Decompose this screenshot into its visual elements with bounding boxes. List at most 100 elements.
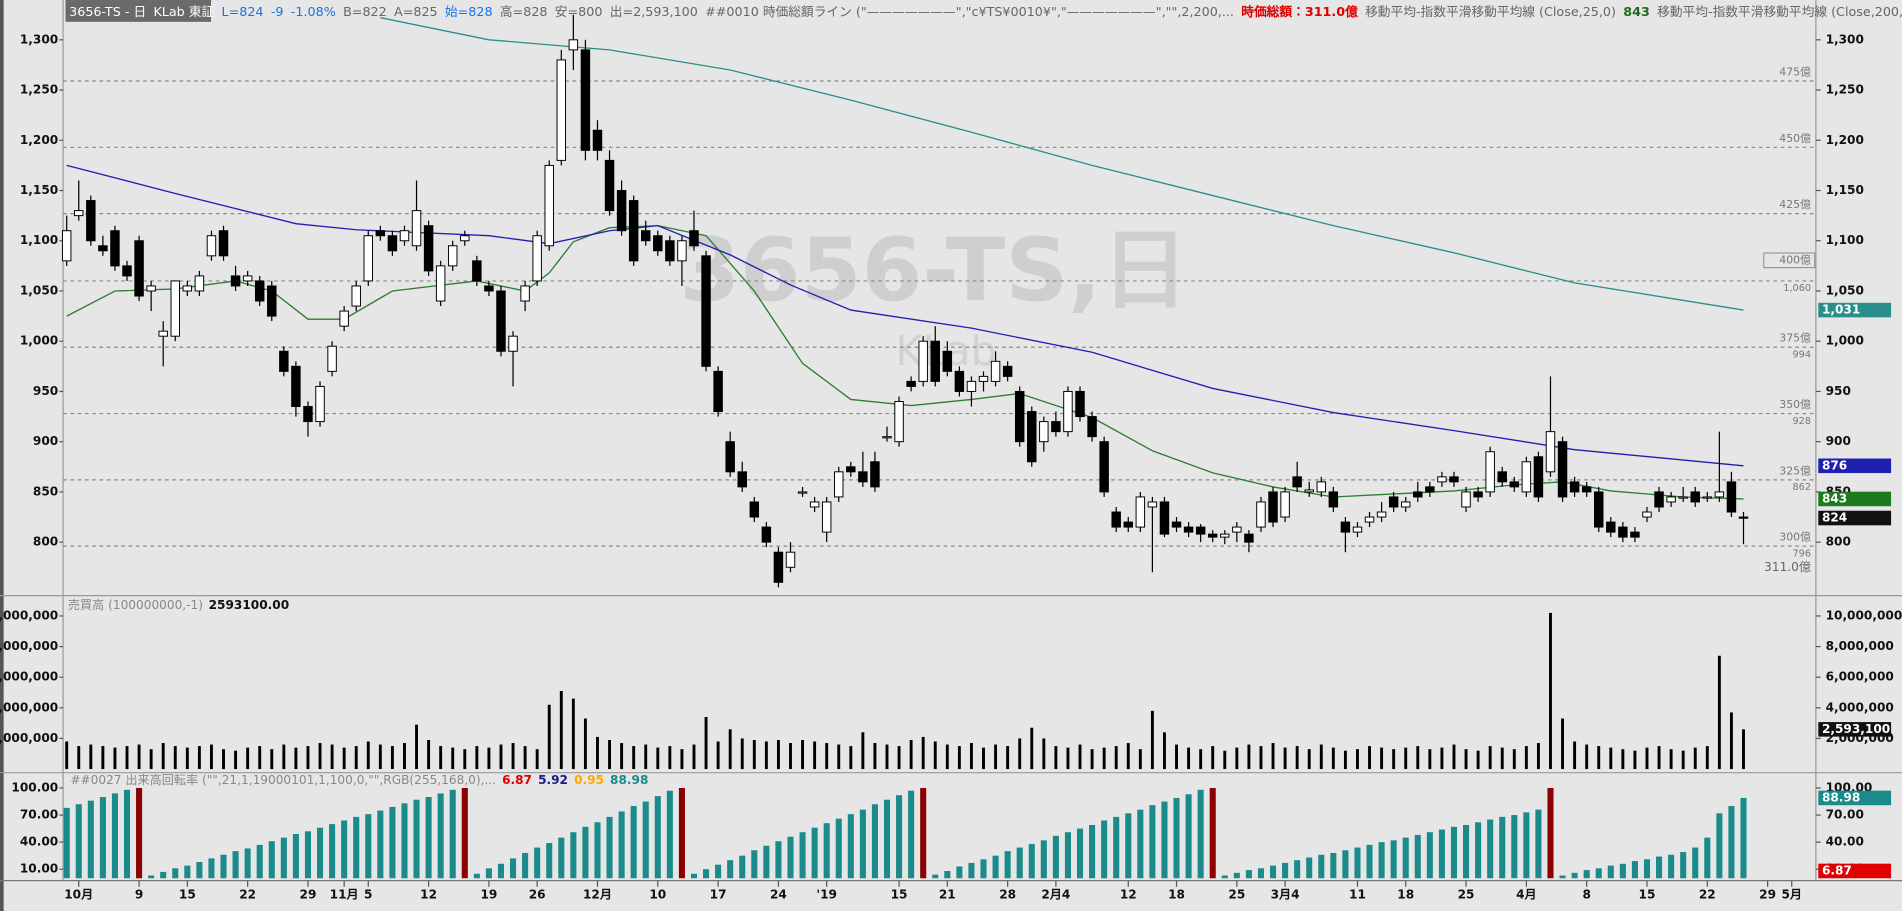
turnover-bar	[389, 806, 396, 879]
volume-bar	[813, 741, 817, 770]
y-tick-label: 950	[33, 384, 58, 398]
volume-bar	[921, 736, 925, 770]
turnover-bar	[1197, 789, 1204, 879]
ma75-last: 876	[1822, 458, 1847, 472]
x-tick-label: 17	[710, 888, 727, 902]
volume-bar	[1464, 749, 1468, 770]
turnover-bar	[1438, 829, 1445, 879]
turnover-bar	[1463, 824, 1470, 879]
turnover-bar	[1185, 794, 1192, 879]
candle-body	[1002, 365, 1013, 377]
turnover-bar	[123, 789, 131, 879]
turnover-bar	[172, 868, 179, 879]
volume-bar	[475, 746, 479, 770]
turnover-reset-bar	[1209, 787, 1216, 879]
volume-bar	[234, 750, 238, 770]
ma200-last: 1,031	[1822, 303, 1860, 317]
candle-body	[894, 401, 904, 443]
y-tick-label: 1,250	[20, 83, 58, 97]
x-tick-label: 8	[1582, 888, 1590, 902]
volume-bar	[1283, 747, 1287, 770]
candle-body	[834, 471, 844, 498]
volume-bar	[1247, 744, 1251, 770]
y-tick-label-right: 40.00	[1826, 835, 1864, 849]
turnover-bar	[1631, 861, 1638, 879]
volume-bar	[222, 749, 225, 770]
header-part: ##0010 時価総額ライン ("———————","c¥TS¥0010¥","…	[705, 5, 1234, 20]
header-part: 移動平均-指数平滑移動平均線 (Close,200,0)	[1657, 4, 1902, 20]
turnover-bar	[606, 816, 613, 879]
turnover-bar	[1040, 840, 1047, 879]
volume-bar	[77, 746, 81, 770]
candle-body	[1388, 496, 1399, 508]
volume-bar	[1126, 743, 1130, 770]
candle-body	[1437, 476, 1447, 483]
turnover-bar	[1450, 826, 1458, 879]
x-tick-label: 12	[420, 888, 437, 902]
turnover-bar	[1149, 805, 1156, 879]
volume-bar	[1163, 732, 1166, 770]
candle-body	[1075, 390, 1085, 418]
volume-bar	[1078, 744, 1082, 770]
candle-body	[1039, 421, 1049, 443]
candle-body	[375, 230, 386, 237]
candle-body	[303, 406, 313, 423]
y-tick-label: 2,000,000	[0, 731, 58, 745]
turnover-bar	[1089, 824, 1096, 879]
volume-bar	[1295, 746, 1299, 770]
turnover-bar	[811, 827, 818, 879]
header-part: B=822	[343, 5, 387, 20]
y-tick-label: 8,000,000	[0, 639, 58, 653]
y-tick-label: 800	[33, 535, 58, 549]
turnover-title: ##0027 出来高回転率 ("",21,1,19000101,1,100,0,…	[70, 772, 648, 786]
candle-body	[809, 501, 820, 508]
volume-bar	[1319, 744, 1323, 770]
volume-bar	[776, 739, 780, 770]
candle-body	[1304, 489, 1314, 493]
plot: 3656-TS - 日 KLab 東証 L=824 -9 -1.08% B=822 A=82…	[0, 4, 1902, 902]
turnover-bar	[1716, 813, 1723, 879]
turnover-legend: 0.95	[574, 772, 604, 786]
candle-body	[701, 255, 711, 367]
volume-bar	[1392, 749, 1396, 770]
y-tick-label: 70.00	[20, 808, 58, 822]
cap-label: 375億	[1779, 332, 1811, 345]
candle-body	[918, 340, 928, 382]
turnover-bar	[1583, 870, 1590, 879]
volume-bar	[89, 744, 93, 770]
turnover-bar	[1257, 868, 1264, 879]
header-part: 高=828	[500, 4, 548, 20]
candle-body	[1557, 441, 1568, 498]
turnover-bar	[1318, 854, 1325, 879]
volume-bar	[137, 744, 141, 770]
turnover-bar	[666, 790, 673, 879]
volume-bar	[1609, 747, 1613, 770]
y-tick-label-right: 10,000,000	[1826, 608, 1902, 622]
ma25-last: 843	[1822, 491, 1847, 505]
volume-bar	[1404, 747, 1408, 770]
volume-bar	[415, 724, 418, 770]
turnover-bar	[992, 855, 999, 879]
volume-bar	[873, 743, 877, 770]
candle-body	[387, 235, 398, 252]
turnover-legend: 88.98	[610, 772, 648, 786]
turnover-bar	[980, 859, 987, 879]
turnover-bar	[63, 807, 70, 879]
candle-body	[1352, 526, 1363, 533]
volume-bar	[849, 746, 853, 770]
turnover-bar	[1643, 859, 1651, 879]
candle-body	[1171, 521, 1182, 528]
volume-bar	[1307, 749, 1311, 770]
volume-bar	[1331, 747, 1335, 770]
cap-price-label: 796	[1793, 548, 1812, 559]
volume-bar	[957, 746, 961, 770]
turnover-bar	[1221, 875, 1228, 879]
volume-bar	[620, 743, 624, 770]
header-badge	[65, 0, 212, 22]
volume-bar	[1042, 738, 1046, 770]
candle-body	[1087, 416, 1097, 438]
candle-body	[520, 285, 530, 302]
turnover-bar	[1559, 875, 1566, 879]
volume-bar	[716, 741, 720, 770]
